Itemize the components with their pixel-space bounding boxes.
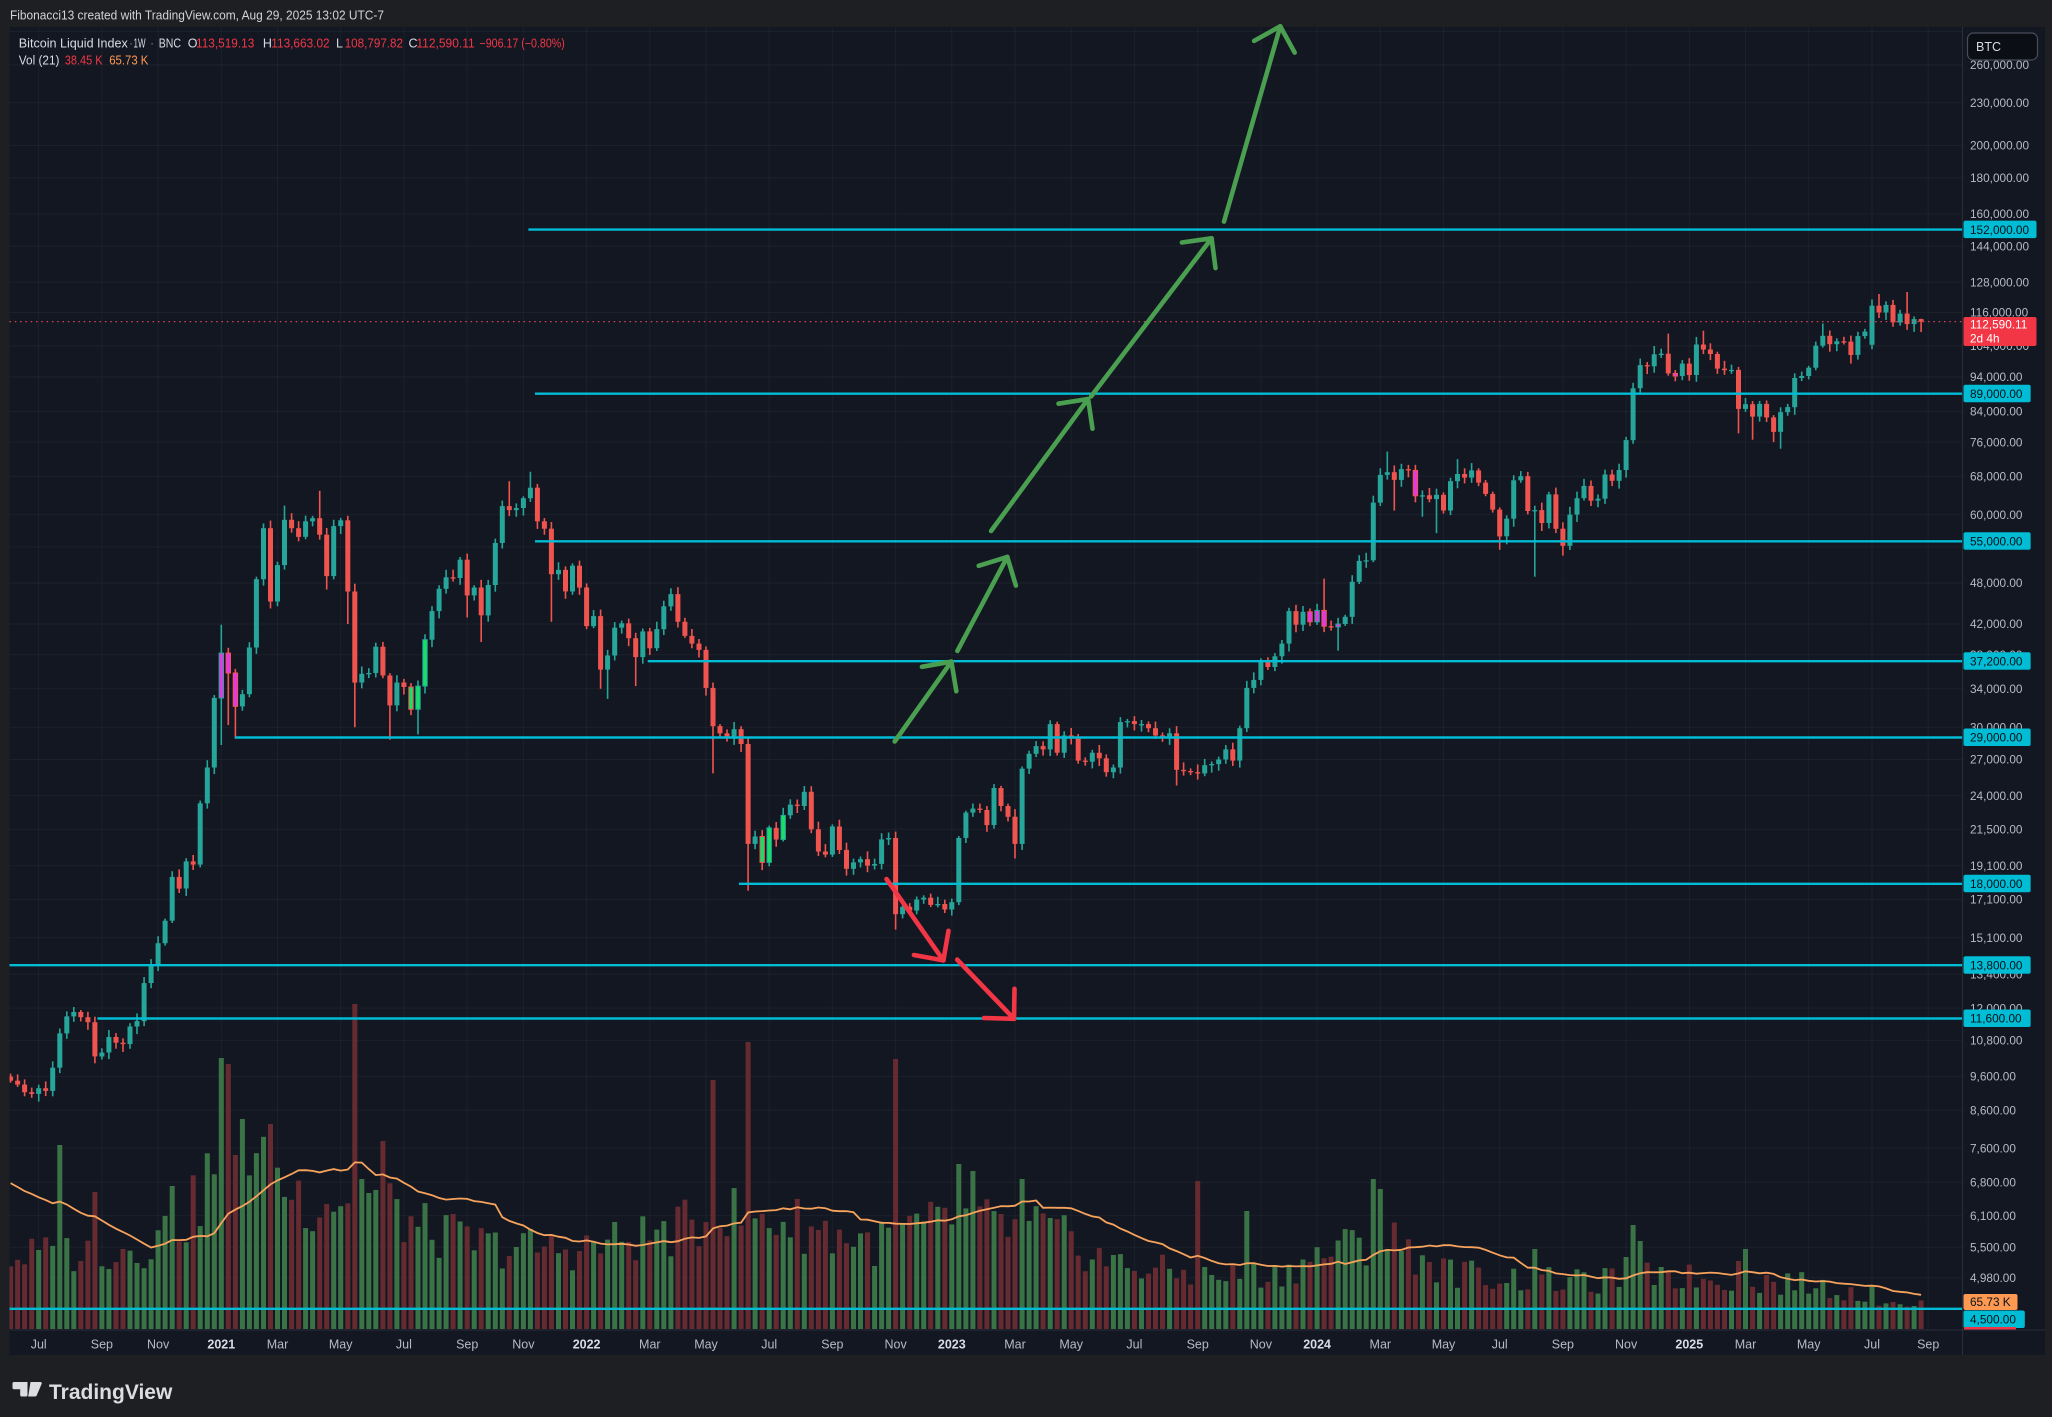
svg-text:May: May xyxy=(1797,1338,1821,1352)
svg-text:113,663.02: 113,663.02 xyxy=(271,37,329,51)
svg-text:Vol (21): Vol (21) xyxy=(19,53,60,67)
svg-text:4,500.00: 4,500.00 xyxy=(1970,1313,2016,1327)
svg-text:Jul: Jul xyxy=(1126,1338,1142,1352)
svg-text:42,000.00: 42,000.00 xyxy=(1970,617,2023,631)
svg-text:38.45 K: 38.45 K xyxy=(65,53,103,67)
svg-text:May: May xyxy=(1059,1338,1083,1352)
svg-text:76,000.00: 76,000.00 xyxy=(1970,435,2023,449)
svg-text:18,000.00: 18,000.00 xyxy=(1970,877,2023,891)
svg-text:6,100.00: 6,100.00 xyxy=(1970,1209,2016,1223)
svg-text:Jul: Jul xyxy=(761,1338,777,1352)
svg-text:4,980.00: 4,980.00 xyxy=(1970,1271,2016,1285)
svg-text:−906.17 (−0.80%): −906.17 (−0.80%) xyxy=(480,37,565,51)
svg-text:·: · xyxy=(129,37,133,51)
svg-text:Jul: Jul xyxy=(31,1338,47,1352)
svg-text:65.73 K: 65.73 K xyxy=(1970,1295,2011,1309)
svg-text:200,000.00: 200,000.00 xyxy=(1970,139,2029,153)
svg-text:Sep: Sep xyxy=(456,1338,478,1352)
svg-text:128,000.00: 128,000.00 xyxy=(1970,276,2029,290)
svg-text:65.73 K: 65.73 K xyxy=(109,53,149,67)
svg-text:Jul: Jul xyxy=(1492,1338,1508,1352)
svg-text:94,000.00: 94,000.00 xyxy=(1970,370,2023,384)
svg-text:11,600.00: 11,600.00 xyxy=(1970,1012,2022,1026)
svg-text:May: May xyxy=(329,1338,353,1352)
svg-text:15,100.00: 15,100.00 xyxy=(1970,931,2023,945)
svg-text:6,800.00: 6,800.00 xyxy=(1970,1175,2016,1189)
svg-text:24,000.00: 24,000.00 xyxy=(1970,789,2023,803)
svg-text:Nov: Nov xyxy=(147,1338,170,1352)
svg-text:48,000.00: 48,000.00 xyxy=(1970,576,2023,590)
svg-text:2021: 2021 xyxy=(207,1338,235,1352)
svg-text:68,000.00: 68,000.00 xyxy=(1970,469,2023,483)
svg-text:37,200.00: 37,200.00 xyxy=(1970,654,2023,668)
svg-text:5,500.00: 5,500.00 xyxy=(1970,1241,2016,1255)
svg-text:O: O xyxy=(188,37,198,51)
svg-text:Sep: Sep xyxy=(1917,1338,1939,1352)
svg-text:Mar: Mar xyxy=(1370,1338,1392,1352)
svg-text:Mar: Mar xyxy=(267,1338,289,1352)
svg-text:TradingView: TradingView xyxy=(49,1381,173,1404)
svg-text:21,500.00: 21,500.00 xyxy=(1970,823,2023,837)
svg-text:29,000.00: 29,000.00 xyxy=(1970,731,2023,745)
svg-text:Bitcoin Liquid Index: Bitcoin Liquid Index xyxy=(19,37,129,51)
svg-text:2025: 2025 xyxy=(1675,1338,1703,1352)
svg-text:Sep: Sep xyxy=(1187,1338,1209,1352)
svg-text:108,797.82: 108,797.82 xyxy=(345,37,403,51)
svg-text:10,800.00: 10,800.00 xyxy=(1970,1034,2023,1048)
svg-text:Jul: Jul xyxy=(1864,1338,1880,1352)
svg-text:2023: 2023 xyxy=(938,1338,966,1352)
svg-text:May: May xyxy=(1432,1338,1456,1352)
svg-text:112,590.11: 112,590.11 xyxy=(1970,318,2027,332)
svg-text:84,000.00: 84,000.00 xyxy=(1970,405,2023,419)
svg-text:180,000.00: 180,000.00 xyxy=(1970,171,2029,185)
svg-text:160,000.00: 160,000.00 xyxy=(1970,207,2029,221)
svg-text:Nov: Nov xyxy=(1250,1338,1273,1352)
svg-text:34,000.00: 34,000.00 xyxy=(1970,682,2023,696)
svg-text:C: C xyxy=(409,37,418,51)
svg-text:112,590.11: 112,590.11 xyxy=(416,37,474,51)
svg-text:L: L xyxy=(336,37,343,51)
svg-text:55,000.00: 55,000.00 xyxy=(1970,535,2023,549)
svg-text:2d 4h: 2d 4h xyxy=(1970,332,2000,346)
svg-text:2024: 2024 xyxy=(1303,1338,1331,1352)
svg-text:Nov: Nov xyxy=(512,1338,535,1352)
svg-text:113,519.13: 113,519.13 xyxy=(196,37,254,51)
svg-text:116,000.00: 116,000.00 xyxy=(1970,306,2029,320)
svg-text:19,100.00: 19,100.00 xyxy=(1970,859,2023,873)
svg-text:1W: 1W xyxy=(134,37,146,51)
svg-text:89,000.00: 89,000.00 xyxy=(1970,387,2023,401)
svg-text:27,000.00: 27,000.00 xyxy=(1970,753,2023,767)
svg-text:Mar: Mar xyxy=(1735,1338,1757,1352)
svg-text:152,000.00: 152,000.00 xyxy=(1970,223,2029,237)
svg-text:2022: 2022 xyxy=(573,1338,601,1352)
svg-text:Nov: Nov xyxy=(1615,1338,1638,1352)
svg-text:Mar: Mar xyxy=(1004,1338,1026,1352)
svg-text:8,600.00: 8,600.00 xyxy=(1970,1103,2016,1117)
svg-text:9,600.00: 9,600.00 xyxy=(1970,1070,2016,1084)
svg-text:BTC: BTC xyxy=(1976,40,2001,54)
svg-text:260,000.00: 260,000.00 xyxy=(1970,58,2029,72)
svg-text:Sep: Sep xyxy=(821,1338,843,1352)
svg-text:Mar: Mar xyxy=(639,1338,661,1352)
svg-text:7,600.00: 7,600.00 xyxy=(1970,1141,2016,1155)
svg-text:Fibonacci13 created with Tradi: Fibonacci13 created with TradingView.com… xyxy=(10,8,384,23)
svg-text:Sep: Sep xyxy=(91,1338,113,1352)
svg-text:Nov: Nov xyxy=(884,1338,907,1352)
svg-text:230,000.00: 230,000.00 xyxy=(1970,96,2029,110)
svg-text:13,800.00: 13,800.00 xyxy=(1970,958,2023,972)
svg-text:H: H xyxy=(263,37,272,51)
svg-text:60,000.00: 60,000.00 xyxy=(1970,508,2023,522)
svg-text:144,000.00: 144,000.00 xyxy=(1970,239,2029,253)
svg-text:May: May xyxy=(694,1338,718,1352)
svg-text:17,100.00: 17,100.00 xyxy=(1970,893,2023,907)
svg-text:Jul: Jul xyxy=(396,1338,412,1352)
svg-text:·: · xyxy=(150,37,154,51)
svg-text:Sep: Sep xyxy=(1552,1338,1574,1352)
svg-text:BNC: BNC xyxy=(159,37,181,51)
